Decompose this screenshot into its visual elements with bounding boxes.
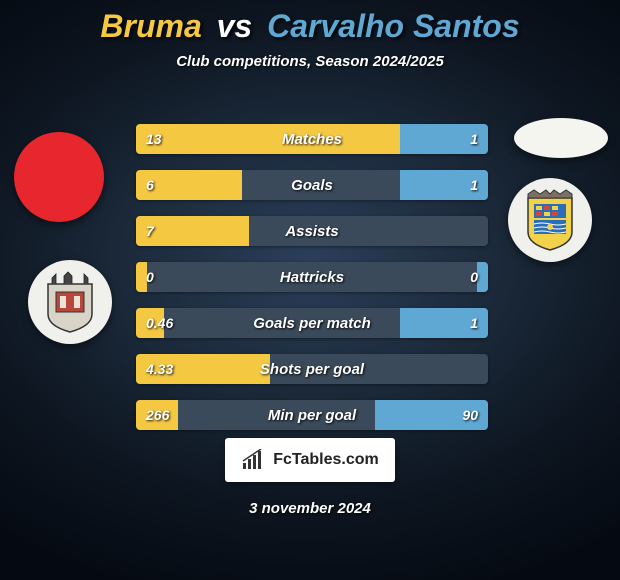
stats-table: 13Matches1 6Goals1 7Assists 0Hattricks0 0.46… [136,124,488,446]
stat-label: Goals [136,170,488,200]
stat-label: Min per goal [136,400,488,430]
stat-value-right: 0 [460,262,488,292]
player2-name: Carvalho Santos [267,8,520,44]
player2-avatar [514,118,608,158]
player2-club-crest [508,178,592,262]
player1-avatar [14,132,104,222]
player1-club-crest [28,260,112,344]
stat-label: Hattricks [136,262,488,292]
stat-value-right: 1 [460,170,488,200]
stat-value-right: 90 [452,400,488,430]
comparison-title: Bruma vs Carvalho Santos [0,0,620,45]
braga-crest-icon [42,270,98,334]
arouca-crest-icon [522,188,578,252]
stat-row: 13Matches1 [136,124,488,154]
stat-label: Matches [136,124,488,154]
stat-label: Assists [136,216,488,246]
stat-row: 0.46Goals per match1 [136,308,488,338]
subtitle: Club competitions, Season 2024/2025 [0,53,620,70]
stat-row: 0Hattricks0 [136,262,488,292]
stat-row: 266Min per goal90 [136,400,488,430]
stat-label: Goals per match [136,308,488,338]
stat-value-right: 1 [460,124,488,154]
stat-row: 4.33Shots per goal [136,354,488,384]
fctables-logo-icon [241,449,267,471]
vs-separator: vs [217,8,253,44]
stat-label: Shots per goal [136,354,488,384]
stat-row: 6Goals1 [136,170,488,200]
player1-name: Bruma [100,8,201,44]
stat-value-right: 1 [460,308,488,338]
stat-row: 7Assists [136,216,488,246]
infographic-date: 3 november 2024 [249,500,371,517]
branding-box: FcTables.com [225,438,395,482]
branding-label: FcTables.com [273,451,379,469]
